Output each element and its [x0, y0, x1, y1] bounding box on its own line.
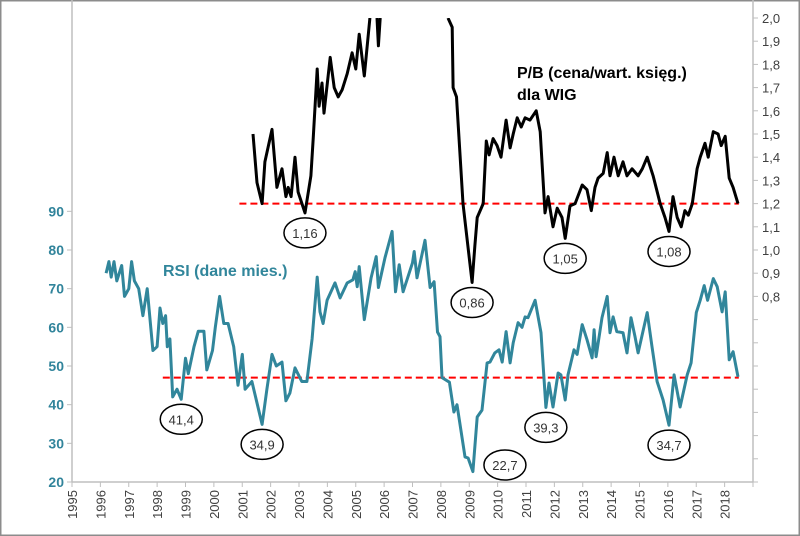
- rsi-label: RSI (dane mies.): [163, 263, 287, 280]
- annotation-ellipse: [450, 286, 494, 319]
- annotation-ellipse: [647, 235, 691, 268]
- x-tick-label: 2018: [718, 490, 733, 519]
- right-tick-label: 1,4: [762, 150, 780, 165]
- x-tick-label: 2014: [604, 490, 619, 519]
- annotation-label: 39,3: [533, 420, 558, 435]
- x-tick-label: 2004: [320, 490, 335, 519]
- x-tick-label: 2017: [689, 490, 704, 519]
- x-tick-label: 1996: [93, 490, 108, 519]
- pb-label-line2: dla WIG: [517, 87, 577, 104]
- x-tick-label: 2010: [491, 490, 506, 519]
- left-tick-label: 20: [48, 474, 64, 490]
- annotation-ellipse: [647, 429, 691, 461]
- x-tick-label: 2012: [547, 490, 562, 519]
- annotation-label: 34,7: [656, 438, 681, 453]
- x-tick-label: 1999: [179, 490, 194, 519]
- x-tick-label: 2015: [633, 490, 648, 519]
- left-tick-label: 80: [48, 242, 64, 258]
- left-tick-label: 30: [48, 435, 64, 451]
- x-tick-label: 2003: [292, 490, 307, 519]
- annotation-label: 1,16: [292, 226, 317, 241]
- annotations: 41,4 34,9 22,7 39,3 34,7 1,16 0,86 1,05 1,08: [159, 217, 691, 481]
- axes: 20 30 40 50 60 70 80 90 0,8 0,9 1,0 1,1 1,2 1,3 1,4 1,5…: [48, 0, 780, 519]
- x-tick-label: 2006: [377, 490, 392, 519]
- x-tick-label: 2013: [576, 490, 591, 519]
- annotation-label: 0,86: [459, 295, 484, 310]
- x-tick-label: 2002: [264, 490, 279, 519]
- pb-label-line1: P/B (cena/wart. księg.): [517, 65, 687, 82]
- left-tick-label: 70: [48, 281, 64, 297]
- annotation-label: 41,4: [169, 412, 194, 427]
- x-tick-label: 2007: [406, 490, 421, 519]
- right-tick-label: 1,9: [762, 34, 780, 49]
- left-tick-label: 50: [48, 358, 64, 374]
- right-tick-label: 1,7: [762, 81, 780, 96]
- right-tick-label: 1,3: [762, 173, 780, 188]
- annotation-ellipse: [240, 428, 284, 461]
- x-tick-label: 2005: [349, 490, 364, 519]
- annotation-ellipse: [283, 217, 327, 249]
- annotation-label: 1,08: [656, 244, 681, 259]
- left-tick-label: 40: [48, 397, 64, 413]
- right-tick-label: 0,9: [762, 266, 780, 281]
- pb-series-line: [251, 18, 740, 284]
- x-tick-label: 2011: [519, 490, 534, 518]
- x-tick-label: 2009: [462, 490, 477, 519]
- right-tick-label: 1,6: [762, 104, 780, 119]
- right-tick-label: 1,8: [762, 57, 780, 72]
- right-tick-label: 1,0: [762, 243, 780, 258]
- annotation-ellipse: [524, 411, 568, 444]
- left-tick-label: 60: [48, 319, 64, 335]
- right-tick-label: 1,2: [762, 197, 780, 212]
- rsi-series-line: [104, 229, 740, 474]
- x-tick-label: 2001: [235, 490, 250, 519]
- x-tick-label: 2016: [661, 490, 676, 519]
- x-tick-label: 1997: [122, 490, 137, 519]
- annotation-label: 1,05: [553, 251, 578, 266]
- annotation-label: 34,9: [249, 437, 274, 452]
- right-tick-label: 1,1: [762, 220, 780, 235]
- threshold-lines: [162, 202, 739, 379]
- x-tick-label: 1995: [65, 490, 80, 519]
- annotation-ellipse: [543, 242, 587, 275]
- left-tick-label: 90: [48, 203, 64, 219]
- annotation-label: 22,7: [492, 458, 517, 473]
- right-tick-label: 2,0: [762, 11, 780, 26]
- x-tick-label: 1998: [150, 490, 165, 519]
- x-tick-label: 2000: [207, 490, 222, 519]
- right-tick-label: 0,8: [762, 289, 780, 304]
- x-tick-label: 2008: [434, 490, 449, 519]
- series-lines: [104, 18, 740, 474]
- annotation-ellipse: [159, 403, 203, 436]
- annotation-ellipse: [483, 449, 527, 481]
- right-tick-label: 1,5: [762, 127, 780, 142]
